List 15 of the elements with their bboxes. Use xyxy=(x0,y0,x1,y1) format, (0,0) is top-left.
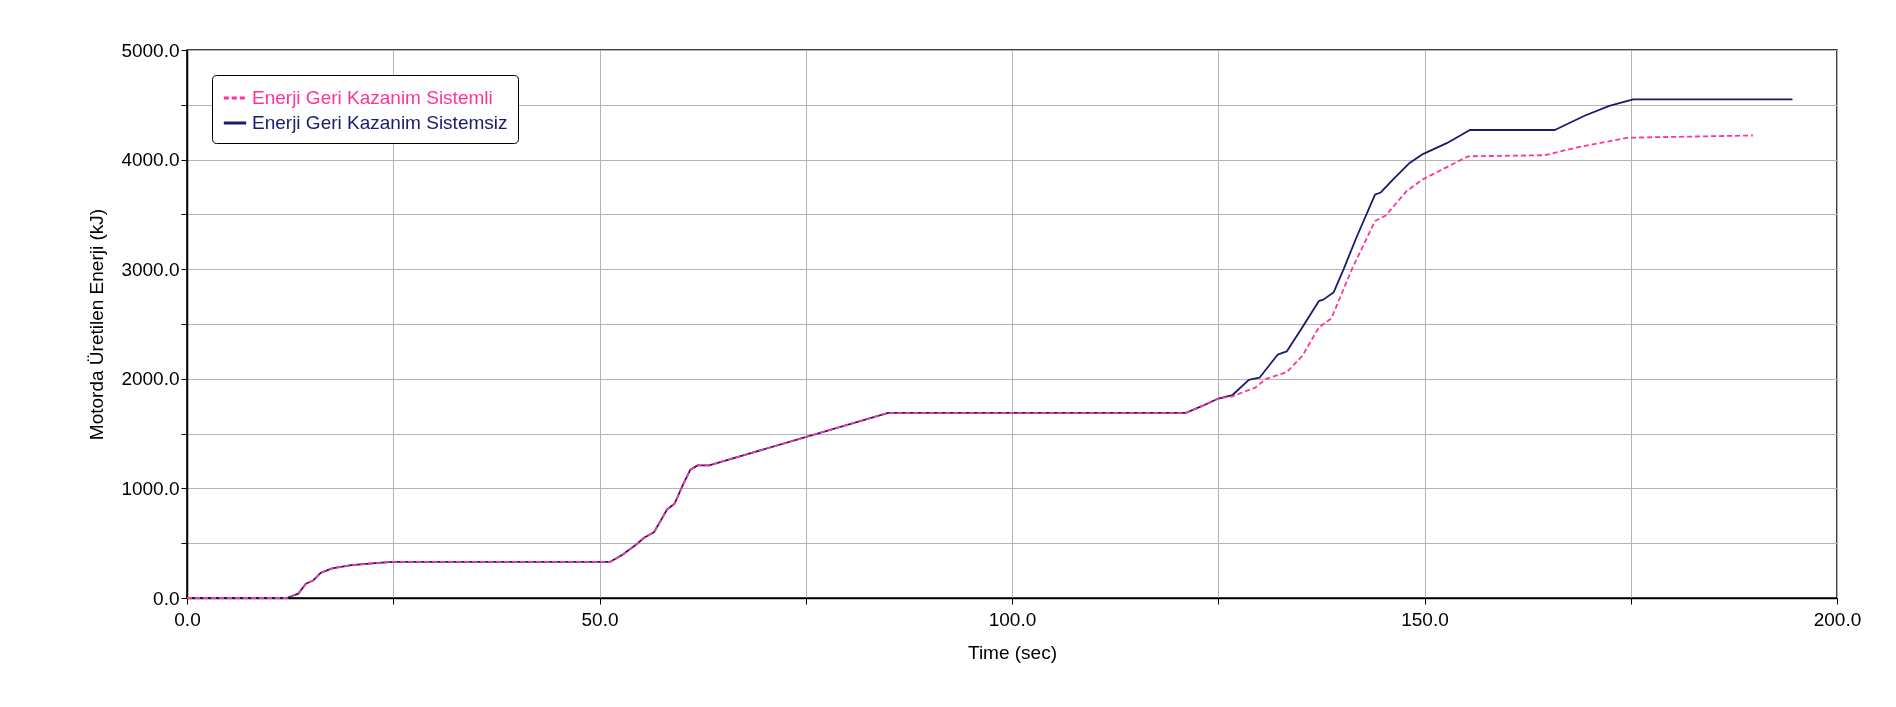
y-tick-label: 1000.0 xyxy=(121,477,180,499)
legend-label: Enerji Geri Kazanim Sistemli xyxy=(252,87,493,108)
y-axis-title: Motorda Üretilen Enerji (kJ) xyxy=(86,208,108,441)
legend-label: Enerji Geri Kazanim Sistemsiz xyxy=(252,112,508,133)
x-axis-title: Time (sec) xyxy=(967,641,1058,663)
y-tick-label: 0.0 xyxy=(153,587,180,609)
x-tick-label: 200.0 xyxy=(1813,608,1862,630)
x-tick-label: 100.0 xyxy=(988,608,1037,630)
x-tick-label: 50.0 xyxy=(581,608,619,630)
x-tick-label: 0.0 xyxy=(174,608,201,630)
x-tick-label: 150.0 xyxy=(1401,608,1449,630)
y-tick-label: 2000.0 xyxy=(121,368,180,390)
y-tick-label: 3000.0 xyxy=(121,258,180,280)
y-tick-label: 5000.0 xyxy=(121,39,180,61)
y-tick-label: 4000.0 xyxy=(121,149,180,171)
